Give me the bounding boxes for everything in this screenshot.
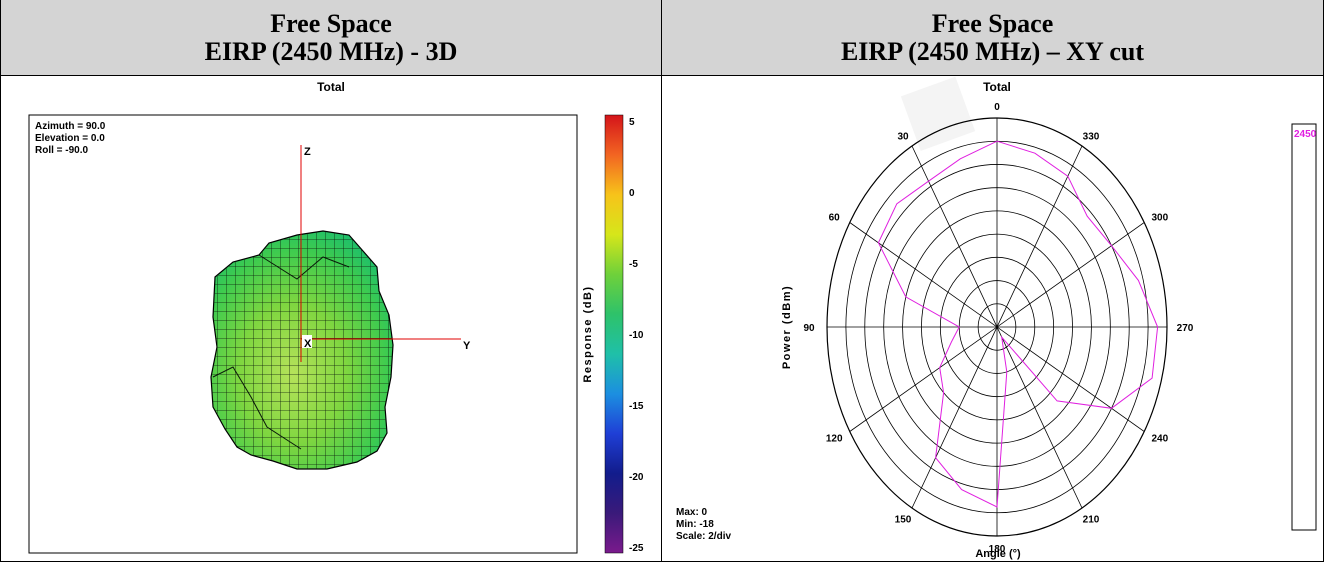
legend-box — [1291, 123, 1317, 531]
colorbar-tick-label: 0 — [629, 188, 635, 199]
polar-grid — [826, 117, 1168, 537]
azimuth-label: Azimuth = 90.0 — [35, 121, 106, 132]
right-polar-plot: Total 0 30 60 90 120 150 180 210 240 270 300 330 Po… — [676, 80, 1317, 560]
left-header-line1: Free Space — [270, 9, 392, 38]
polar-angle-label: 210 — [1083, 514, 1100, 525]
polar-angle-label: 300 — [1151, 213, 1168, 224]
colorbar-tick-label: -15 — [629, 401, 644, 412]
left-header-line2: EIRP (2450 MHz) - 3D — [204, 37, 458, 66]
colorbar-tick-label: -10 — [629, 330, 644, 341]
y-axis-label: Y — [463, 340, 471, 352]
colorbar-label: Response (dB) — [582, 285, 594, 382]
colorbar — [604, 114, 624, 554]
stat-max: Max: 0 — [676, 507, 708, 518]
colorbar-tick-label: -20 — [629, 472, 644, 483]
polar-angle-label: 330 — [1083, 132, 1100, 143]
colorbar-ticks: 5 0 -5 -10 -15 -20 -25 — [629, 117, 644, 554]
right-header-line1: Free Space — [931, 9, 1054, 38]
right-panel-header: Free Space EIRP (2450 MHz) – XY cut — [662, 0, 1323, 76]
series-2450-line — [877, 140, 1159, 508]
right-plot-title: Total — [983, 80, 1011, 94]
colorbar-tick-label: -25 — [629, 543, 644, 554]
radiation-pattern-surface — [210, 230, 394, 470]
stat-min: Min: -18 — [676, 519, 714, 530]
right-header-line2: EIRP (2450 MHz) – XY cut — [840, 37, 1145, 66]
roll-label: Roll = -90.0 — [35, 145, 89, 156]
polar-angle-label: 30 — [897, 132, 909, 143]
polar-spoke — [911, 145, 1083, 509]
elevation-label: Elevation = 0.0 — [35, 133, 105, 144]
polar-angle-label: 270 — [1177, 323, 1194, 334]
polar-angle-label: 150 — [895, 514, 912, 525]
left-panel-header: Free Space EIRP (2450 MHz) - 3D — [1, 0, 661, 76]
left-plot-title: Total — [317, 80, 345, 94]
polar-y-label: Power (dBm) — [781, 285, 793, 369]
polar-angle-label: 180 — [989, 544, 1006, 555]
3d-axes: Z X Y — [300, 145, 471, 362]
left-3d-plot: Total Azimuth = 90.0 Elevation = 0.0 Rol… — [28, 80, 644, 554]
polar-angle-labels: 0 30 60 90 120 150 180 210 240 270 300 330 — [803, 102, 1193, 555]
polar-angle-label: 0 — [994, 102, 1000, 113]
polar-angle-label: 240 — [1151, 434, 1168, 445]
colorbar-tick-label: 5 — [629, 117, 635, 128]
polar-angle-label: 120 — [826, 434, 843, 445]
colorbar-tick-label: -5 — [629, 259, 638, 270]
stat-scale: Scale: 2/div — [676, 531, 731, 542]
polar-angle-label: 60 — [829, 213, 841, 224]
polar-angle-label: 90 — [803, 323, 815, 334]
panel-divider — [661, 0, 662, 562]
polar-x-label: Angle (°) — [975, 548, 1021, 560]
x-axis-label: X — [304, 338, 312, 350]
z-axis-label: Z — [304, 146, 311, 158]
legend-entry-2450: 2450 — [1294, 129, 1317, 140]
